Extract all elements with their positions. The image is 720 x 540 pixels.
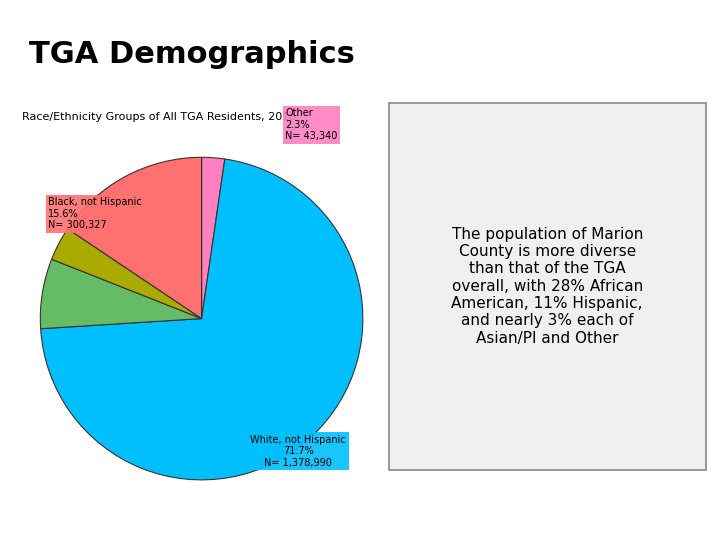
Wedge shape [202,157,225,319]
Text: White, not Hispanic
71.7%
N= 1,378,990: White, not Hispanic 71.7% N= 1,378,990 [251,435,346,468]
Text: Black, not Hispanic
15.6%
N= 300,327: Black, not Hispanic 15.6% N= 300,327 [48,197,142,231]
Text: Asian/Pacific Islander
3.4%
N= 65,483: Asian/Pacific Islander 3.4% N= 65,483 [0,539,1,540]
Text: Race/Ethnicity Groups of All TGA Residents, 2018: Race/Ethnicity Groups of All TGA Residen… [22,112,296,122]
Wedge shape [52,229,202,319]
Text: TGA Demographics: TGA Demographics [29,40,355,69]
Text: The population of Marion
County is more diverse
than that of the TGA
overall, wi: The population of Marion County is more … [451,226,643,346]
Wedge shape [68,157,202,319]
Wedge shape [40,159,363,480]
Wedge shape [40,259,202,329]
FancyBboxPatch shape [389,103,706,470]
Text: Hispanic
7%
N= 133,937: Hispanic 7% N= 133,937 [0,539,1,540]
Text: Other
2.3%
N= 43,340: Other 2.3% N= 43,340 [285,108,338,141]
